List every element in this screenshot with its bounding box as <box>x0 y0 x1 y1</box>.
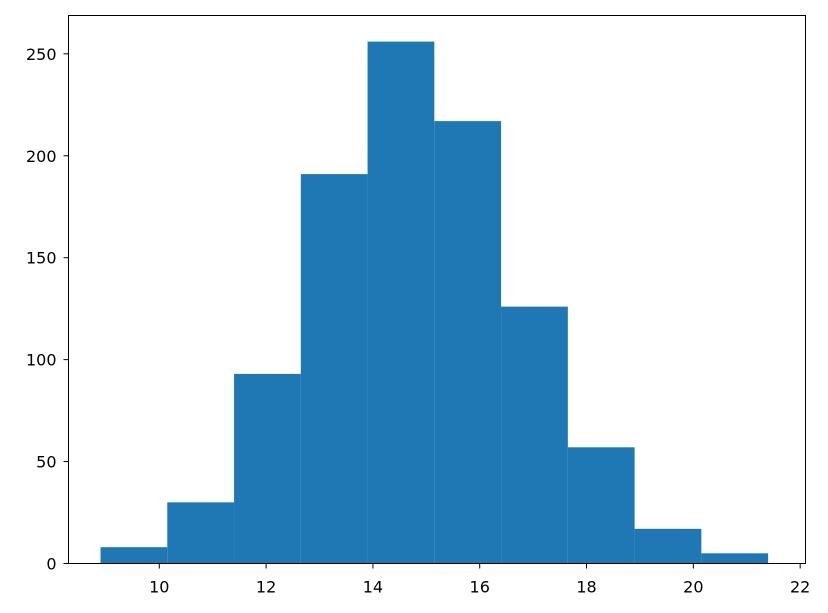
histogram-bars <box>100 41 769 564</box>
x-tick-label-0: 10 <box>149 578 169 597</box>
x-tick-label-2: 14 <box>363 578 383 597</box>
histogram-bar-3 <box>300 174 368 564</box>
x-axis: 10 12 14 16 18 20 22 <box>149 563 810 597</box>
histogram-bar-8 <box>634 528 702 564</box>
y-axis: 0 50 100 150 200 250 <box>26 45 69 574</box>
y-tick-label-4: 200 <box>26 147 57 166</box>
x-tick-label-4: 18 <box>576 578 596 597</box>
histogram-bar-9 <box>701 553 769 564</box>
y-tick-label-2: 100 <box>26 351 57 370</box>
histogram-bar-6 <box>501 306 568 564</box>
x-tick-label-1: 12 <box>256 578 276 597</box>
x-tick-label-3: 16 <box>470 578 490 597</box>
histogram-bar-0 <box>100 547 168 564</box>
histogram-bar-2 <box>234 373 301 564</box>
x-tick-label-6: 22 <box>790 578 810 597</box>
x-tick-label-5: 20 <box>683 578 703 597</box>
axes-frame <box>68 15 806 564</box>
histogram-bar-7 <box>567 447 635 564</box>
histogram-bar-5 <box>434 121 502 564</box>
histogram-bar-1 <box>167 502 235 564</box>
y-tick-label-1: 50 <box>36 453 56 472</box>
histogram-bar-4 <box>367 41 435 564</box>
y-tick-label-0: 0 <box>46 555 56 574</box>
y-tick-label-5: 250 <box>26 45 57 64</box>
y-tick-label-3: 150 <box>26 249 57 268</box>
